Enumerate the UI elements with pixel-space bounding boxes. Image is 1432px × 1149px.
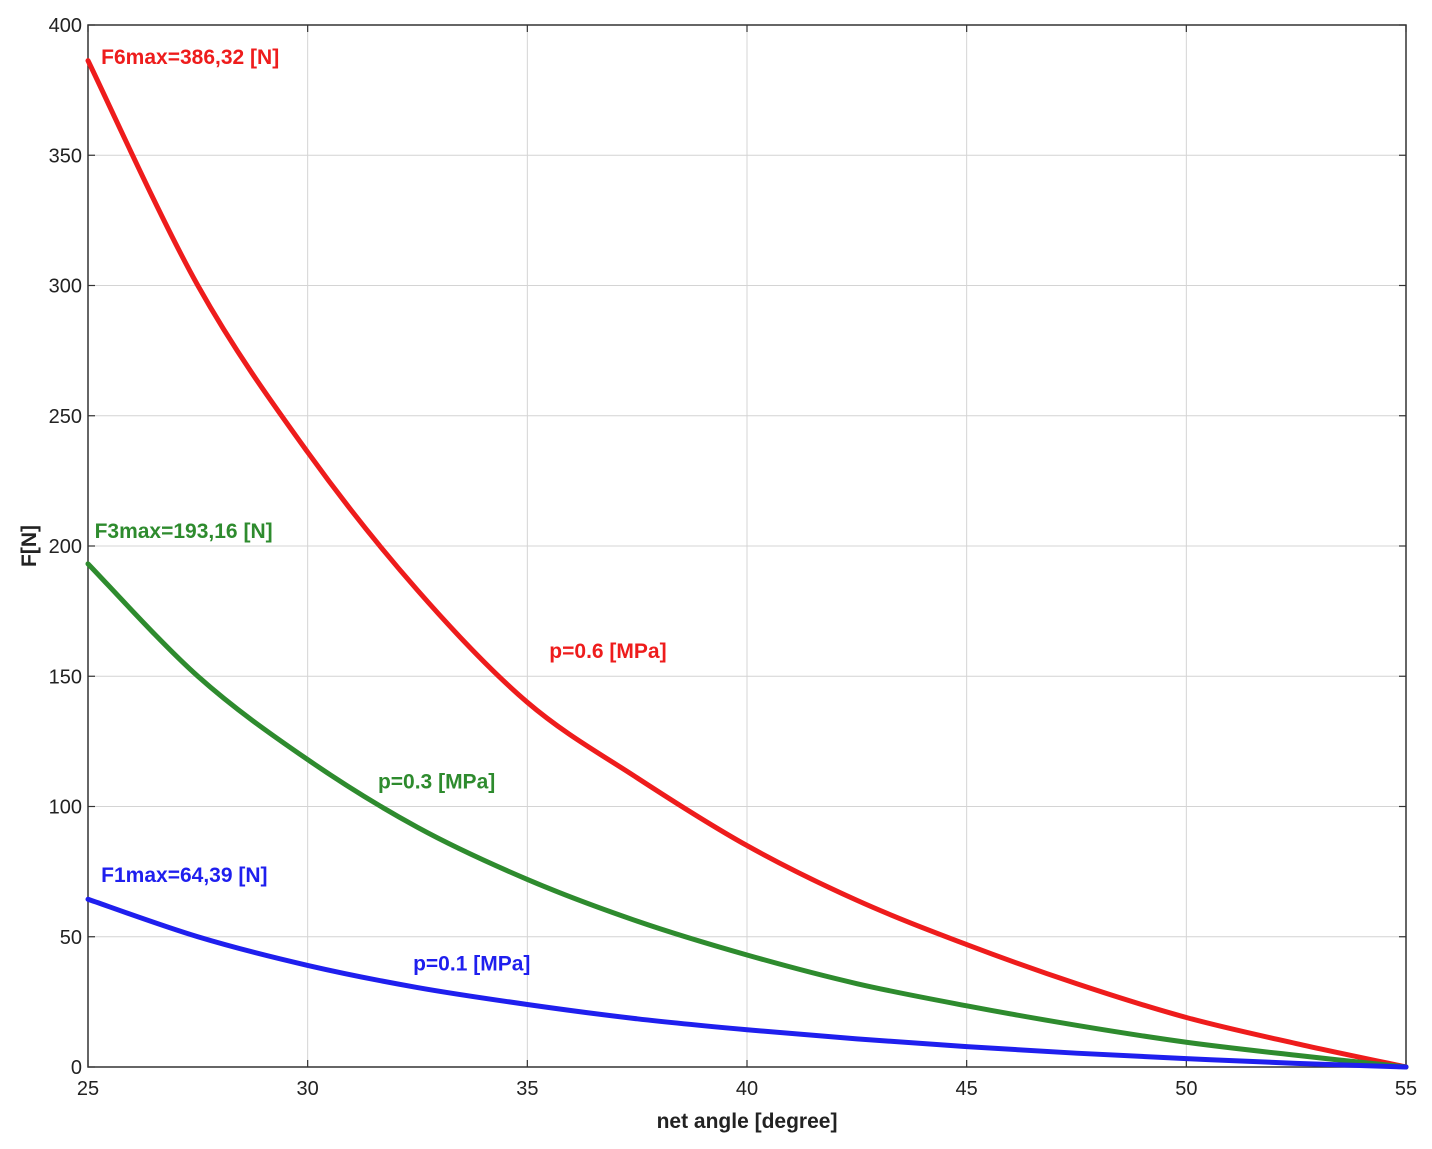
ticks-layer: 25 30 35 40 45 50 55 0 50 100 150 200 250 300 350 400 xyxy=(49,15,1418,1100)
x-tick-label: 40 xyxy=(736,1078,758,1100)
series-line-p06 xyxy=(85,58,1409,1070)
annotation-label: p=0.6 [MPa] xyxy=(549,640,666,663)
x-tick-label: 35 xyxy=(516,1078,538,1100)
annotation-label: F6max=386,32 [N] xyxy=(101,46,279,69)
y-tick-label: 400 xyxy=(49,15,82,37)
y-tick-label: 0 xyxy=(71,1057,82,1079)
y-tick-label: 100 xyxy=(49,797,82,819)
y-tick-label: 50 xyxy=(60,927,82,949)
annotation-label: p=0.3 [MPa] xyxy=(378,770,495,793)
series-line-p03 xyxy=(85,561,1409,1070)
series-line-p01 xyxy=(85,896,1409,1070)
y-tick-label: 150 xyxy=(49,666,82,688)
y-tick-label: 250 xyxy=(49,406,82,428)
annotation-label: p=0.1 [MPa] xyxy=(413,953,530,976)
y-tick-label: 350 xyxy=(49,145,82,167)
grid-layer xyxy=(87,24,1407,1068)
y-axis-label: F[N] xyxy=(18,525,41,567)
annotation-label: F3max=193,16 [N] xyxy=(95,520,273,543)
x-axis-label: net angle [degree] xyxy=(657,1110,838,1133)
annotation-label: F1max=64,39 [N] xyxy=(101,864,267,887)
x-tick-label: 55 xyxy=(1395,1078,1417,1100)
x-tick-label: 30 xyxy=(297,1078,319,1100)
x-tick-label: 50 xyxy=(1175,1078,1197,1100)
y-tick-label: 200 xyxy=(49,536,82,558)
x-tick-label: 25 xyxy=(77,1078,99,1100)
x-tick-label: 45 xyxy=(956,1078,978,1100)
annotation-layer: F6max=386,32 [N] p=0.6 [MPa] F3max=193,16 … xyxy=(95,46,667,976)
series-layer xyxy=(85,58,1409,1070)
y-tick-label: 300 xyxy=(49,276,82,298)
